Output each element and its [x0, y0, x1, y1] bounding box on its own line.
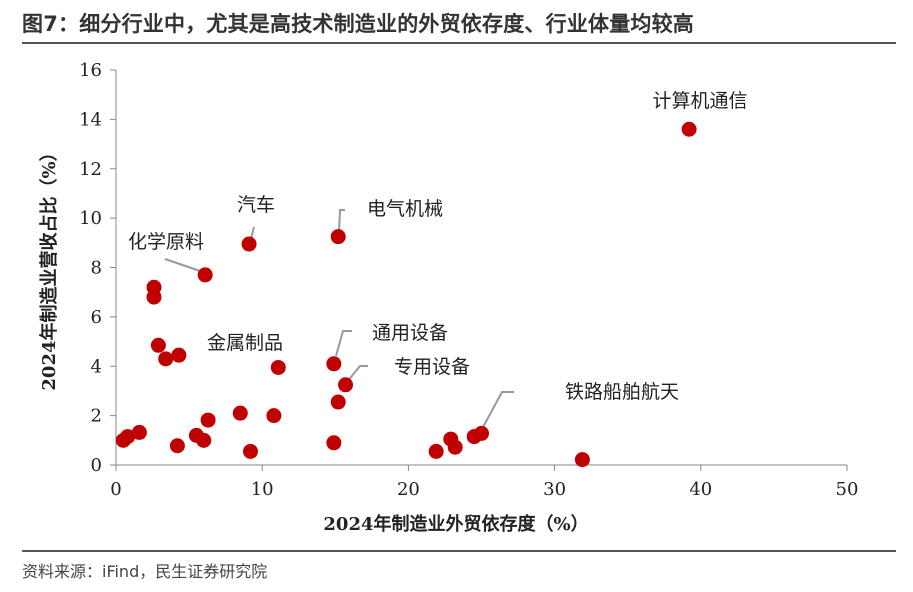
annotation-leader [335, 330, 352, 357]
x-tick-label: 10 [251, 479, 274, 500]
x-axis-title: 2024年制造业外贸依存度（%） [323, 513, 588, 535]
data-point [266, 408, 282, 424]
data-point [474, 425, 489, 441]
y-tick-label: 12 [79, 159, 102, 180]
annotation-leaders [164, 209, 514, 430]
data-point [681, 121, 697, 137]
data-point [338, 377, 354, 393]
y-axis-title: 2024年制造业营收占比（%） [38, 143, 60, 390]
data-point [270, 359, 286, 375]
data-point [120, 429, 136, 445]
y-tick-label: 10 [79, 208, 102, 229]
data-point [171, 347, 187, 363]
axes: 0 2 4 6 8 10 12 14 16 0 10 20 30 40 50 [79, 60, 858, 500]
annotation-label: 化学原料 [128, 231, 204, 253]
data-point [447, 439, 463, 455]
annotation-label: 汽车 [237, 194, 275, 216]
data-point [131, 424, 147, 440]
y-tick-label: 6 [91, 307, 102, 328]
source-note: 资料来源：iFind，民生证券研究院 [22, 562, 268, 581]
data-point [150, 337, 166, 353]
y-tick-label: 2 [91, 406, 102, 427]
data-point [197, 267, 213, 283]
data-point [428, 443, 444, 459]
x-tick-label: 20 [397, 479, 420, 500]
data-point [158, 351, 174, 367]
x-tick-label: 50 [836, 479, 859, 500]
annotation-label: 铁路船舶航天 [565, 381, 679, 403]
data-point [241, 236, 257, 252]
y-tick-label: 16 [79, 60, 102, 81]
title-rule [22, 42, 896, 44]
y-tick-label: 14 [79, 109, 102, 130]
data-point [574, 452, 590, 468]
annotation-leader [338, 209, 345, 233]
data-point [326, 435, 342, 451]
annotation-label: 计算机通信 [652, 90, 747, 112]
figure-title: 图7：细分行业中，尤其是高技术制造业的外贸依存度、行业体量均较高 [22, 12, 695, 36]
x-tick-label: 0 [110, 479, 121, 500]
annotation-leader [346, 365, 368, 383]
y-tick-label: 8 [91, 258, 102, 279]
data-point [330, 229, 346, 245]
source-rule [22, 550, 896, 552]
annotation-label: 通用设备 [372, 322, 448, 344]
data-point [169, 438, 185, 454]
data-point [196, 432, 212, 448]
data-point [243, 443, 259, 459]
data-point [326, 356, 342, 372]
y-tick-label: 0 [91, 455, 102, 476]
data-points [115, 121, 697, 468]
x-tick-label: 40 [689, 479, 712, 500]
data-point [232, 405, 248, 421]
data-point [146, 289, 162, 305]
annotation-leader [164, 258, 204, 273]
annotation-leader [481, 391, 514, 430]
data-point [330, 394, 346, 410]
x-tick-label: 30 [543, 479, 566, 500]
annotation-label: 专用设备 [394, 356, 470, 378]
annotation-label: 电气机械 [367, 198, 443, 220]
data-point [200, 412, 216, 428]
annotation-label: 金属制品 [207, 332, 283, 354]
y-tick-label: 4 [91, 356, 102, 377]
